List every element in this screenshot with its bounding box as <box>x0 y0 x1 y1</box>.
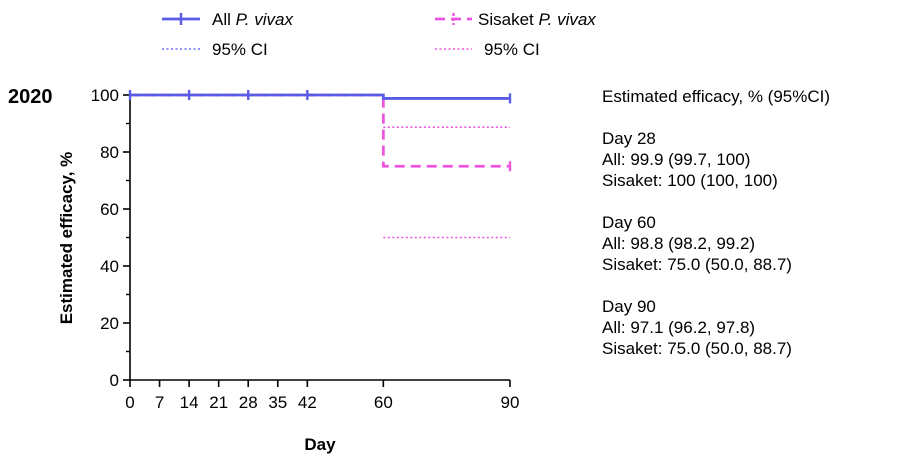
series-line-sisaket <box>130 93 510 168</box>
summary-all-value: All: 99.9 (99.7, 100) <box>602 150 751 169</box>
summary-sisaket-value: Sisaket: 100 (100, 100) <box>602 171 778 190</box>
legend-label-all_ci: 95% CI <box>212 40 268 59</box>
y-tick-label: 40 <box>100 257 119 276</box>
plot-area <box>128 90 512 239</box>
y-tick-label: 80 <box>100 143 119 162</box>
summary-heading: Estimated efficacy, % (95%CI) <box>602 87 831 106</box>
legend-label-text: Sisaket <box>478 10 538 29</box>
x-axis-title: Day <box>304 435 336 454</box>
legend-label-text: All <box>212 10 236 29</box>
x-tick-label: 0 <box>125 393 134 412</box>
axes: 0 20 40 60 80 100 0 7 14 21 28 35 42 60 90 <box>91 86 520 412</box>
x-tick-label: 90 <box>501 393 520 412</box>
efficacy-summary: Estimated efficacy, % (95%CI) Day 28 All… <box>602 86 830 359</box>
legend-label-species: P. vivax <box>236 10 294 29</box>
x-tick-label: 28 <box>239 393 258 412</box>
summary-day-label: Day 90 <box>602 297 656 316</box>
x-tick-label: 35 <box>268 393 287 412</box>
legend-label-species: P. vivax <box>538 10 596 29</box>
year-label: 2020 <box>8 86 53 108</box>
summary-sisaket-value: Sisaket: 75.0 (50.0, 88.7) <box>602 339 792 358</box>
legend-label-text: 95% CI <box>484 40 540 59</box>
series-line-all <box>130 93 510 100</box>
summary-day-28: Day 28 All: 99.9 (99.7, 100) Sisaket: 10… <box>602 128 830 191</box>
x-tick-label: 7 <box>155 393 164 412</box>
legend-label-text: 95% CI <box>212 40 268 59</box>
summary-day-label: Day 28 <box>602 129 656 148</box>
summary-day-label: Day 60 <box>602 213 656 232</box>
legend-label-all: All P. vivax <box>212 10 293 29</box>
summary-all-value: All: 98.8 (98.2, 99.2) <box>602 234 756 253</box>
legend-label-sisaket_ci: 95% CI <box>484 40 540 59</box>
y-tick-label: 100 <box>91 86 119 105</box>
summary-day-90: Day 90 All: 97.1 (96.2, 97.8) Sisaket: 7… <box>602 296 830 359</box>
summary-day-60: Day 60 All: 98.8 (98.2, 99.2) Sisaket: 7… <box>602 212 830 275</box>
x-tick-label: 14 <box>180 393 199 412</box>
summary-sisaket-value: Sisaket: 75.0 (50.0, 88.7) <box>602 255 792 274</box>
summary-all-value: All: 97.1 (96.2, 97.8) <box>602 318 756 337</box>
y-axis-title: Estimated efficacy, % <box>57 152 76 325</box>
y-tick-label: 20 <box>100 314 119 333</box>
x-tick-label: 42 <box>298 393 317 412</box>
x-tick-label: 60 <box>374 393 393 412</box>
y-tick-label: 0 <box>110 371 119 390</box>
legend-label-sisaket: Sisaket P. vivax <box>478 10 596 29</box>
x-tick-label: 21 <box>209 393 228 412</box>
y-tick-label: 60 <box>100 200 119 219</box>
